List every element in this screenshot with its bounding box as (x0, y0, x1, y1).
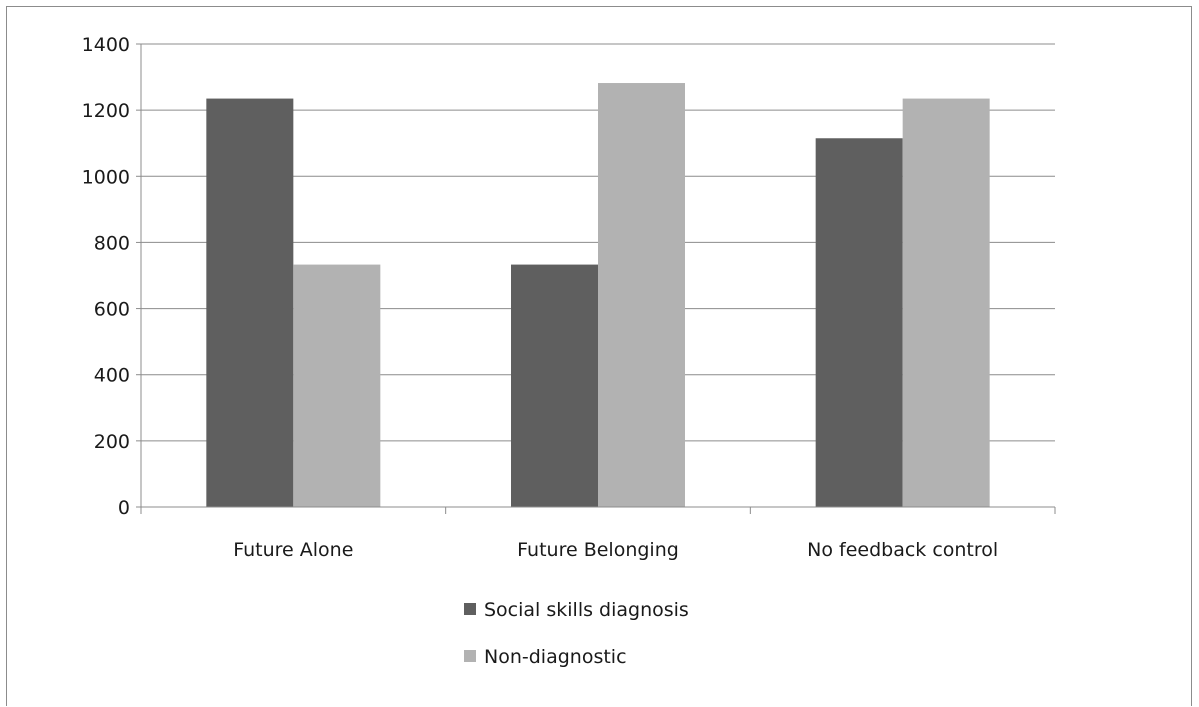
y-tick-label: 400 (94, 365, 130, 387)
bar-non-diagnostic-2 (902, 98, 990, 507)
y-tick-label: 1400 (82, 34, 130, 56)
y-tick-label: 200 (94, 431, 130, 453)
y-tick-label: 800 (94, 232, 130, 254)
legend-label: Non-diagnostic (484, 646, 627, 668)
bar-social-skills-diagnosis-2 (815, 138, 903, 507)
x-tick-label: Future Alone (233, 539, 353, 561)
legend-swatch (464, 603, 476, 615)
x-axis-tick-labels: Future Alone Future Belonging No feedback … (233, 539, 998, 561)
y-tick-label: 0 (118, 497, 130, 519)
bar-social-skills-diagnosis-1 (511, 264, 598, 507)
bar-non-diagnostic-1 (598, 83, 685, 507)
legend-label: Social skills diagnosis (484, 599, 689, 621)
x-axis (140, 44, 1056, 514)
bar-non-diagnostic-0 (293, 264, 381, 507)
bars (206, 83, 990, 507)
x-tick-label: No feedback control (807, 539, 998, 561)
y-tick-label: 1000 (82, 166, 130, 188)
y-tick-label: 1200 (82, 100, 130, 122)
legend: Social skills diagnosis Non-diagnostic (464, 599, 689, 668)
x-tick-label: Future Belonging (517, 539, 679, 561)
y-axis-tick-labels: 0 200 400 600 800 1000 1200 1400 (82, 34, 141, 519)
legend-swatch (464, 650, 476, 662)
y-tick-label: 600 (94, 299, 130, 321)
bar-social-skills-diagnosis-0 (206, 98, 294, 507)
